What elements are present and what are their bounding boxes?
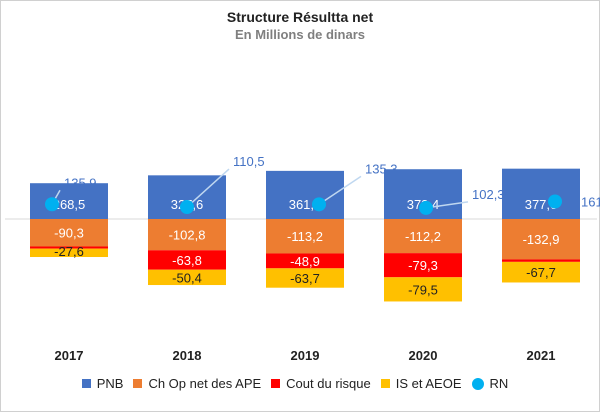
rn-dot-2018 (180, 200, 194, 215)
legend-item-ch-op-net-des-ape: Ch Op net des APE (133, 376, 261, 391)
legend-label-rn: RN (489, 376, 509, 391)
x-tick-2019: 2019 (291, 348, 320, 363)
label-cout-du-risque-2018: -63,8 (172, 253, 202, 268)
label-ch-op-net-des-ape-2021: -132,9 (523, 232, 560, 247)
label-ch-op-net-des-ape-2017: -90,3 (54, 226, 84, 241)
rn-dot-2019 (312, 197, 326, 212)
x-tick-2020: 2020 (409, 348, 438, 363)
bar-ch-op-net-des-ape-2018 (148, 219, 226, 251)
legend-swatch-is-et-aeoe (380, 379, 390, 388)
legend-swatch-pnb (81, 379, 91, 388)
bar-cout-du-risque-2018 (148, 250, 226, 270)
bar-ch-op-net-des-ape-2017 (30, 219, 108, 247)
label-is-et-aeoe-2021: -67,7 (526, 265, 556, 280)
x-tick-2017: 2017 (55, 348, 84, 363)
bar-pnb-2019 (266, 170, 344, 219)
rn-leader-2018 (186, 168, 230, 208)
legend-label-cout-du-risque: Cout du risque (286, 376, 371, 391)
bar-ch-op-net-des-ape-2019 (266, 219, 344, 254)
x-tick-2021: 2021 (527, 348, 556, 363)
x-tick-2018: 2018 (173, 348, 202, 363)
legend-swatch-ch-op-net-des-ape (133, 379, 143, 388)
rn-leader-2020 (425, 201, 469, 209)
bar-cout-du-risque-2020 (384, 253, 462, 278)
legend-label-is-et-aeoe: IS et AEOE (395, 376, 462, 391)
label-cout-du-risque-2020: -79,3 (408, 258, 438, 273)
bar-is-et-aeoe-2018 (148, 269, 226, 286)
label-is-et-aeoe-2017: -27,6 (54, 244, 84, 259)
label-rn-2020: 102,3 (472, 187, 505, 202)
bar-ch-op-net-des-ape-2021 (502, 219, 580, 260)
legend-item-rn: RN (471, 376, 509, 391)
legend-item-is-et-aeoe: IS et AEOE (380, 376, 462, 391)
bar-is-et-aeoe-2017 (30, 248, 108, 258)
chart-title: Structure Résultta net (226, 9, 374, 25)
label-pnb-2017: 268,5 (53, 197, 86, 212)
bar-pnb-2017 (30, 183, 108, 219)
legend-item-pnb: PNB (81, 376, 124, 391)
legend-label-pnb: PNB (96, 376, 124, 391)
label-cout-du-risque-2019: -48,9 (290, 254, 320, 269)
bar-cout-du-risque-2019 (266, 253, 344, 269)
bar-cout-du-risque-2021 (502, 259, 580, 262)
bar-is-et-aeoe-2020 (384, 277, 462, 302)
label-is-et-aeoe-2019: -63,7 (290, 271, 320, 286)
bar-pnb-2021 (502, 168, 580, 219)
legend-swatch-rn (471, 377, 484, 390)
rn-dot-2021 (548, 194, 562, 209)
legend-item-cout-du-risque: Cout du risque (271, 376, 371, 391)
label-rn-2017: 135,9 (64, 175, 97, 190)
bar-cout-du-risque-2017 (30, 246, 108, 249)
label-rn-2018: 110,5 (233, 154, 265, 169)
rn-leader-2019 (318, 175, 362, 205)
label-rn-2021: 161,4 (581, 194, 600, 209)
rn-dot-2017 (45, 197, 59, 212)
label-is-et-aeoe-2020: -79,5 (408, 282, 438, 297)
label-ch-op-net-des-ape-2019: -113,2 (287, 229, 323, 244)
chart-legend: PNB Ch Op net des APE Cout du risque IS et … (0, 376, 600, 391)
legend-swatch-cout-du-risque (271, 379, 281, 388)
rn-dot-2020 (419, 200, 433, 215)
bar-is-et-aeoe-2019 (266, 268, 344, 288)
label-ch-op-net-des-ape-2020: -112,2 (405, 229, 441, 244)
bar-ch-op-net-des-ape-2020 (384, 219, 462, 254)
bar-is-et-aeoe-2021 (502, 261, 580, 283)
label-is-et-aeoe-2018: -50,4 (172, 270, 202, 285)
legend-label-ch-op-net-des-ape: Ch Op net des APE (148, 376, 262, 391)
label-ch-op-net-des-ape-2018: -102,8 (169, 228, 206, 243)
chart-subtitle: En Millions de dinars (234, 27, 366, 42)
